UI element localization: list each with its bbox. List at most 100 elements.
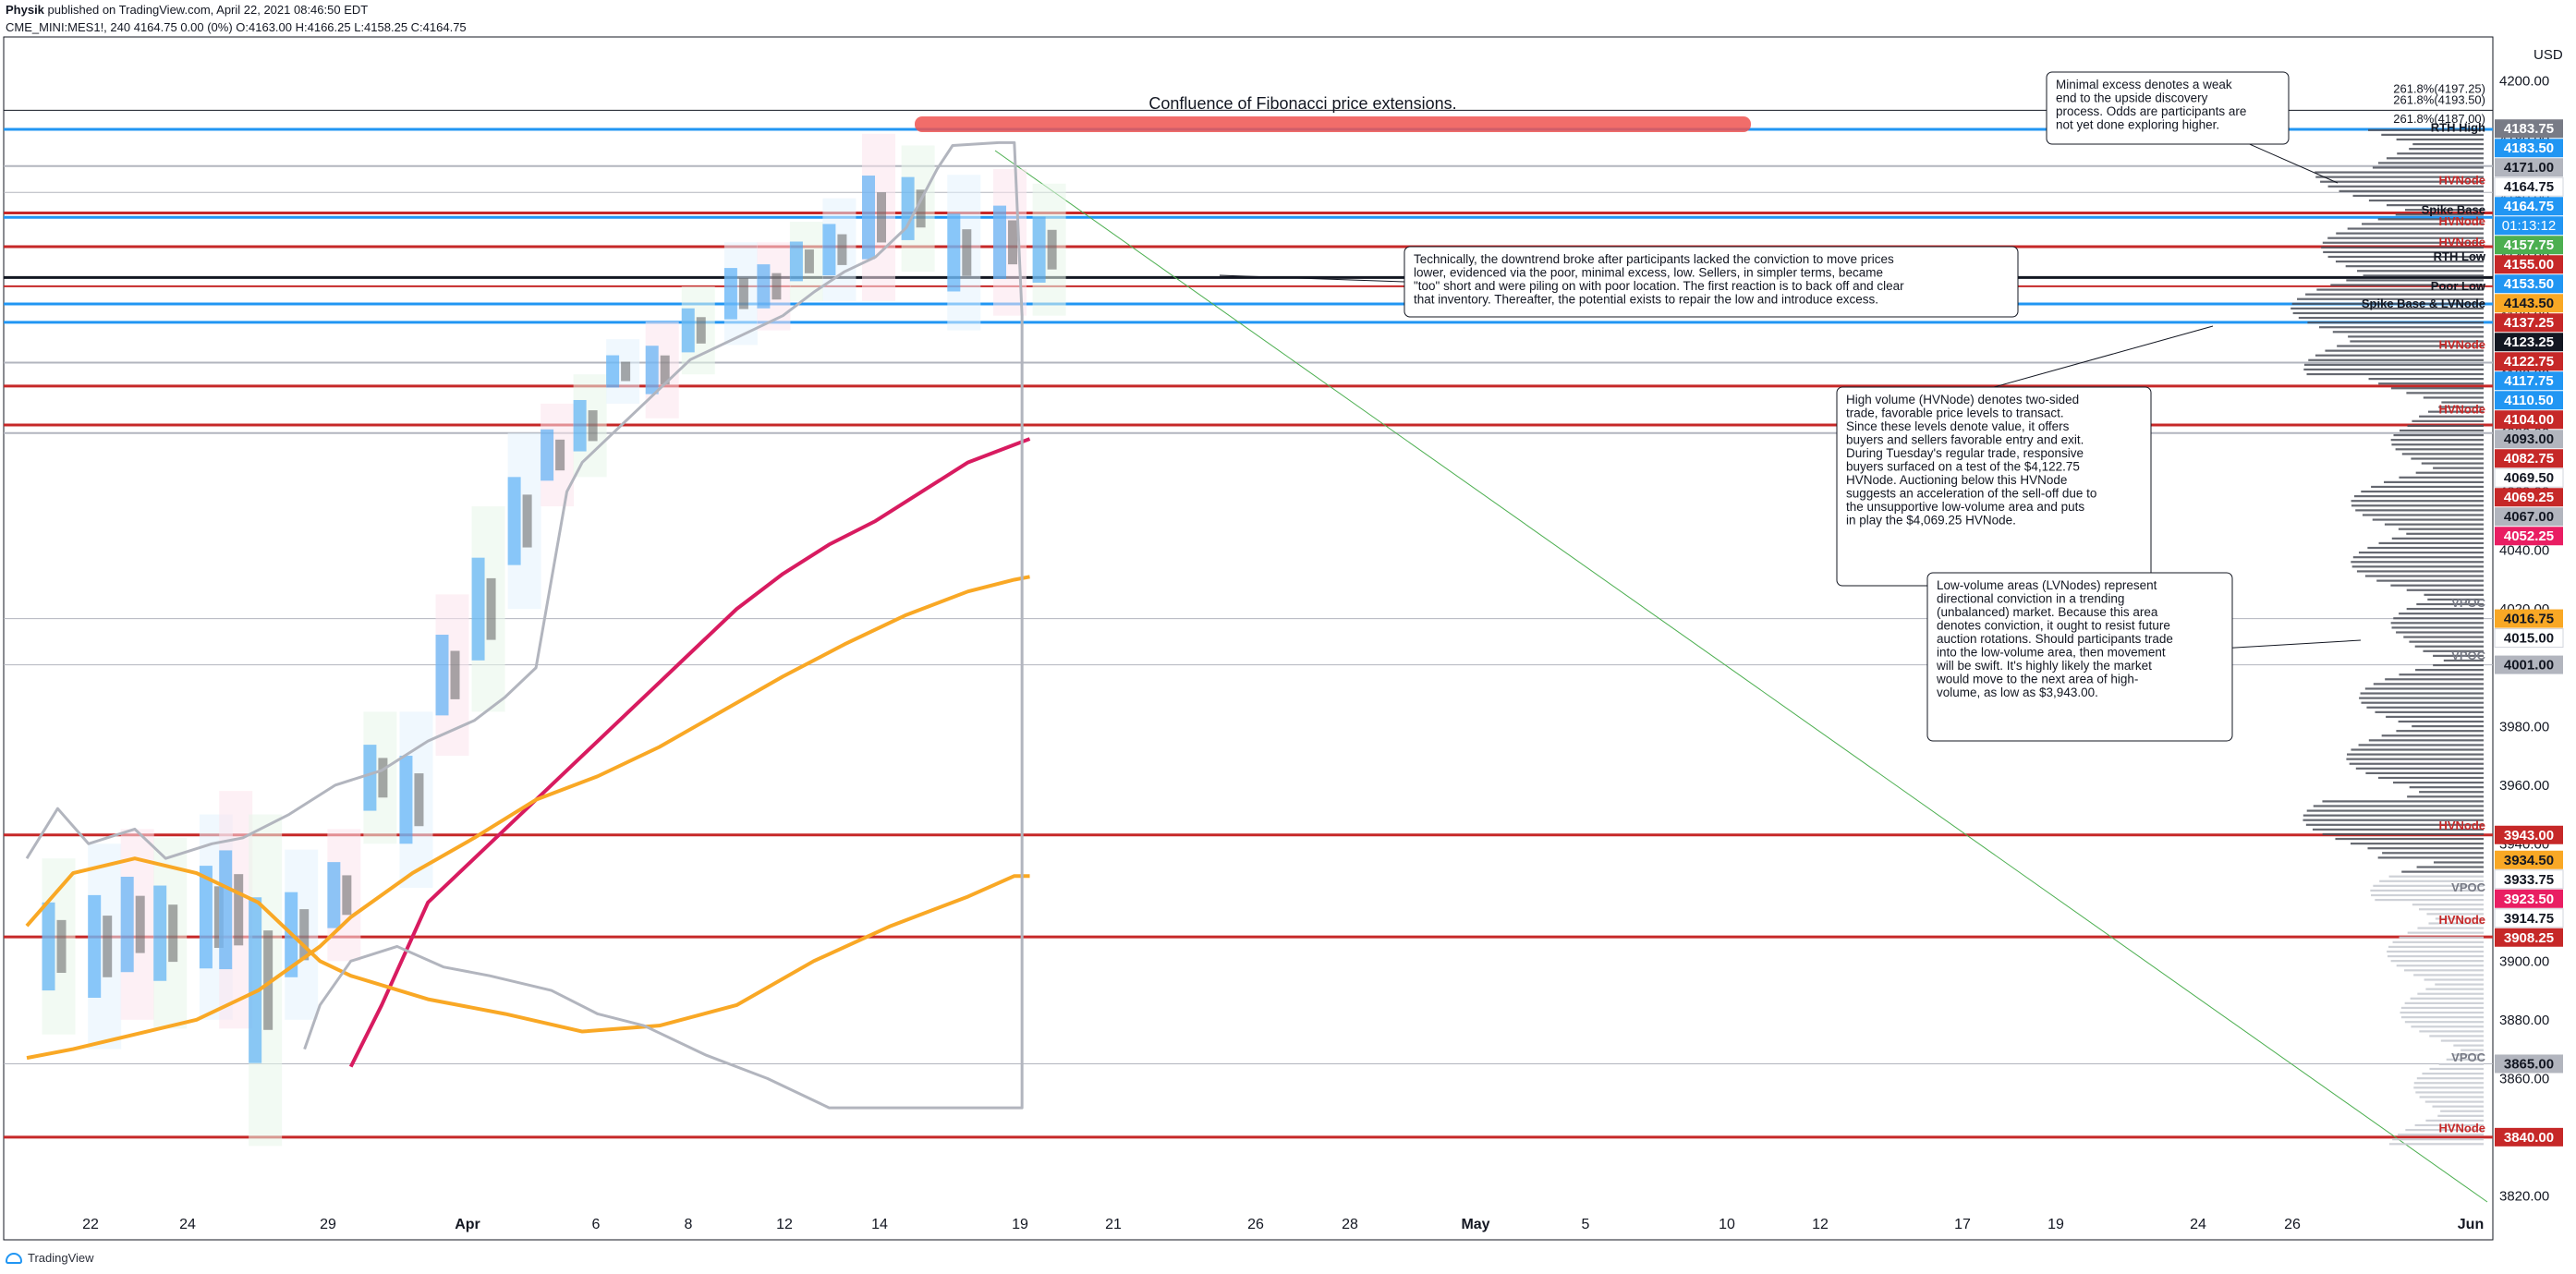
profile-bar [2400, 1016, 2484, 1019]
price-tag-14 [2495, 410, 2563, 430]
profile-bar [2422, 1072, 2484, 1075]
footprint-volume [249, 897, 262, 1063]
price-tag-28 [2494, 908, 2564, 928]
footprint-delta [450, 650, 460, 699]
author-name[interactable]: Physik [6, 3, 44, 17]
profile-bar [2426, 913, 2484, 916]
countdown-tag [2495, 216, 2563, 236]
profile-bar [2298, 316, 2484, 320]
price-tag-0 [2495, 119, 2563, 139]
profile-bar [2315, 354, 2484, 357]
profile-bar [2330, 284, 2484, 286]
profile-bar [2313, 805, 2484, 807]
footprint-volume [120, 877, 134, 973]
profile-bar [2435, 983, 2484, 986]
profile-bar [2386, 204, 2484, 207]
profile-bar [2415, 471, 2484, 474]
annotation-text-0: Minimal excess denotes a weak end to the … [2056, 78, 2246, 132]
profile-bar [2325, 349, 2484, 352]
profile-bar [2398, 720, 2484, 723]
level-label-12: HVNode [2438, 402, 2485, 416]
footprint-delta [414, 773, 424, 827]
footprint-bars [42, 133, 1066, 1147]
level-label-17: HVNode [2438, 913, 2485, 927]
profile-bar [2351, 500, 2484, 503]
countdown-label: 01:13:12 [2502, 218, 2556, 234]
price-tag-17 [2494, 467, 2564, 488]
level-label-9: Poor Low [2431, 279, 2486, 293]
level-label-15: HVNode [2438, 819, 2485, 832]
footprint-delta [772, 273, 782, 300]
footprint-delta [168, 904, 178, 963]
footer-brand[interactable]: TradingView [28, 1251, 94, 1265]
profile-bar [2372, 518, 2484, 521]
footprint-delta [1047, 229, 1057, 270]
x-tick-label: 19 [2047, 1217, 2064, 1232]
level-label-2: 261.8%(4187.00) [2393, 112, 2485, 126]
profile-bar [2377, 218, 2484, 221]
profile-bar [2368, 128, 2484, 131]
x-tick-label: 8 [685, 1217, 693, 1232]
publication-line: Physik published on TradingView.com, Apr… [6, 3, 368, 17]
profile-bar [2352, 556, 2484, 559]
footprint-volume [88, 894, 102, 999]
y-tick-label: 3900.00 [2499, 953, 2549, 969]
profile-bar [2378, 541, 2484, 545]
profile-bar [2438, 1062, 2484, 1066]
profile-bar [2306, 809, 2484, 812]
price-tag-11 [2495, 352, 2563, 371]
profile-bar [2303, 363, 2484, 366]
price-chart[interactable]: Confluence of Fibonacci price extensions… [0, 35, 2576, 1245]
x-tick-label: 12 [1812, 1217, 1829, 1232]
profile-bar [2365, 771, 2484, 775]
profile-bar [2407, 931, 2484, 934]
profile-bar [2332, 331, 2484, 334]
profile-bar [2315, 171, 2484, 174]
level-label-8: RTH Low [2434, 249, 2486, 263]
profile-bar [2427, 410, 2484, 413]
price-tag-label-16: 4082.75 [2504, 451, 2554, 467]
price-tag-label-3: 4164.75 [2504, 179, 2554, 195]
profile-bar [2411, 457, 2484, 460]
footprint-delta [588, 410, 598, 442]
profile-bar [2312, 828, 2484, 831]
footprint-volume [573, 399, 587, 452]
profile-bar [2372, 166, 2484, 169]
profile-bar [2386, 157, 2484, 160]
price-tag-31 [2495, 1127, 2563, 1147]
profile-bar [2318, 326, 2484, 329]
footer: TradingView [6, 1251, 94, 1265]
profile-bar [2443, 659, 2484, 662]
y-tick-label: 3820.00 [2499, 1188, 2549, 1204]
price-tag-label-25: 3934.50 [2504, 853, 2554, 868]
profile-bar [2404, 1001, 2484, 1004]
trend-line[interactable] [994, 150, 2488, 1203]
profile-bar [2404, 1021, 2484, 1024]
price-tag-label-11: 4122.75 [2504, 354, 2554, 370]
profile-bar [2406, 588, 2484, 591]
profile-bar [2373, 884, 2484, 887]
profile-bar [2290, 307, 2484, 309]
level-label-3: RTH High [2431, 120, 2485, 134]
x-tick-label: 17 [1954, 1217, 1971, 1232]
profile-bar [2378, 382, 2484, 385]
footprint-volume [789, 241, 803, 282]
profile-bar [2392, 940, 2484, 943]
profile-bar [2412, 904, 2484, 906]
profile-bar [2335, 260, 2484, 263]
price-tag-label-15: 4093.00 [2504, 431, 2554, 447]
profile-bar [2291, 302, 2484, 305]
price-tag-21 [2495, 609, 2563, 628]
footprint-volume [757, 264, 771, 309]
profile-bar [2416, 602, 2484, 606]
profile-bar [2418, 908, 2484, 911]
fibonacci-confluence-zone[interactable] [915, 116, 1751, 132]
indicator-lines [25, 140, 1031, 1110]
price-tag-5 [2495, 236, 2563, 255]
price-tag-label-10: 4123.25 [2504, 334, 2554, 350]
level-label-10: Spike Base & LVNode [2362, 297, 2485, 310]
annotation-text-3: Low-volume areas (LVNodes) represent dire… [1936, 578, 2173, 699]
profile-bar [2359, 697, 2484, 699]
profile-bar [2321, 246, 2484, 249]
profile-bar [2399, 936, 2484, 939]
